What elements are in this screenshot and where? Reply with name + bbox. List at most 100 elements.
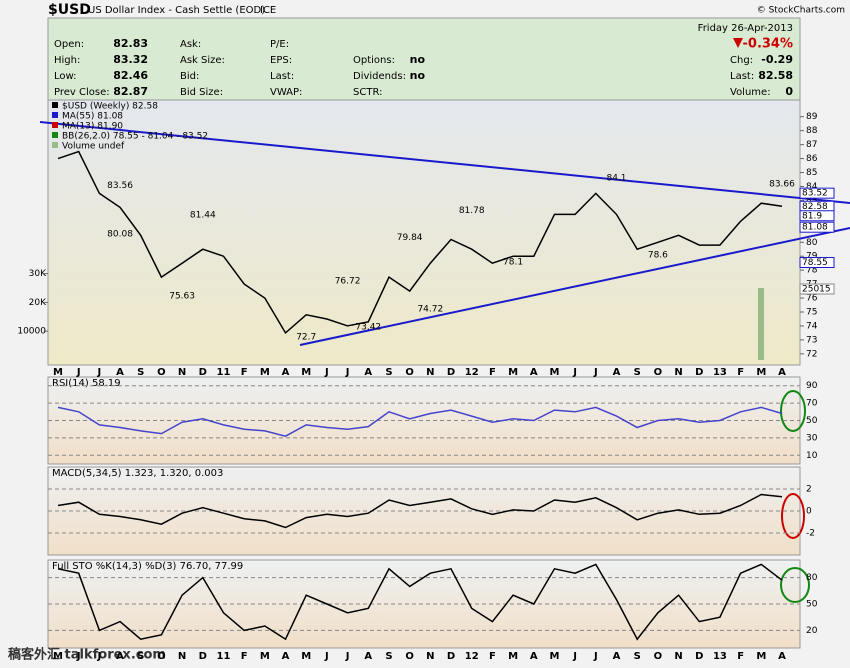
rsi-line [57, 406, 783, 438]
y-tick-label: 73 [806, 335, 817, 345]
x-tick-label: M [549, 651, 559, 662]
x-tick-label: A [778, 367, 786, 378]
x-tick-label: M [756, 367, 766, 378]
macd-title: MACD(5,34,5) 1.323, 1.320, 0.003 [52, 468, 223, 479]
y-tick-label: 50 [806, 416, 818, 426]
annotation: 80.08 [107, 230, 133, 240]
y-tick-label: 85 [806, 168, 817, 178]
price-label-box [799, 187, 835, 199]
x-tick-label: O [654, 367, 663, 378]
x-tick-label: M [508, 651, 518, 662]
volume-tick-label: 30K [29, 269, 47, 279]
x-tick-label: N [178, 651, 186, 662]
x-tick-label: O [157, 651, 166, 662]
field-label: Ask: [180, 39, 201, 50]
x-tick-label: N [426, 367, 434, 378]
price-label: 82.58 [802, 202, 828, 212]
x-tick-label: 13 [713, 651, 727, 662]
x-tick-label: A [116, 367, 124, 378]
y-tick-label: 89 [806, 112, 818, 122]
x-tick-label: D [199, 367, 207, 378]
x-tick-label: S [634, 651, 641, 662]
date: Friday 26-Apr-2013 [698, 23, 793, 34]
x-tick-label: M [301, 367, 311, 378]
field-value: no [410, 69, 426, 82]
x-tick-label: A [364, 367, 372, 378]
legend-entry: $USD (Weekly) 82.58 [62, 102, 158, 112]
x-tick-label: F [241, 651, 248, 662]
x-tick-label: F [737, 651, 744, 662]
x-tick-label: M [549, 367, 559, 378]
legend-swatch [52, 102, 58, 108]
x-tick-label: 12 [465, 651, 479, 662]
price-panel [47, 99, 801, 366]
x-tick-label: M [301, 651, 311, 662]
y-tick-label: 70 [806, 399, 818, 409]
annotation: 75.63 [169, 292, 195, 302]
trend-line [39, 121, 850, 204]
x-tick-label: S [137, 367, 144, 378]
legend-entry: Volume undef [62, 142, 125, 152]
annotation: 81.44 [190, 211, 216, 221]
annotation: 78.1 [503, 257, 523, 267]
x-tick-label: D [447, 651, 455, 662]
y-tick-label: 84 [806, 182, 818, 192]
y-tick-label: 50 [806, 600, 818, 610]
legend-swatch [52, 142, 58, 148]
field-label: Options: [353, 55, 395, 66]
annotation: 76.72 [335, 277, 361, 287]
footer: 稿客外汇 talkforex.com [8, 647, 166, 663]
x-tick-label: D [199, 651, 207, 662]
x-tick-label: 11 [217, 651, 231, 662]
x-tick-label: N [674, 651, 682, 662]
y-tick-label: 86 [806, 154, 818, 164]
trend-line [299, 227, 850, 346]
x-tick-label: A [530, 367, 538, 378]
y-tick-label: 20 [806, 626, 818, 636]
price-label-box [799, 221, 835, 233]
legend-swatch [52, 132, 58, 138]
x-tick-label: O [405, 651, 414, 662]
field-value: -0.29 [761, 53, 793, 66]
macd-line [57, 493, 783, 529]
x-tick-label: 11 [217, 367, 231, 378]
field-label: EPS: [270, 55, 292, 66]
field-label: Last: [270, 71, 294, 82]
field-label: Open: [54, 39, 84, 50]
y-tick-label: 75 [806, 308, 817, 318]
volume-tick-label: 20K [29, 298, 47, 308]
x-tick-label: M [53, 651, 63, 662]
field-value: 82.87 [113, 85, 148, 98]
highlight [780, 567, 810, 603]
volume-bar [758, 288, 764, 360]
y-tick-label: 80 [806, 573, 818, 583]
volume-tick-label: 10000 [17, 327, 46, 337]
field-value: 83.32 [113, 53, 148, 66]
x-tick-label: F [241, 367, 248, 378]
x-tick-label: D [695, 367, 703, 378]
x-tick-label: J [324, 651, 329, 662]
x-tick-label: S [634, 367, 641, 378]
volume-label-box [799, 283, 835, 295]
x-tick-label: A [613, 367, 621, 378]
watermark: © StockCharts.com [757, 6, 845, 16]
field-value: 0 [785, 85, 793, 98]
field-label: Low: [54, 71, 77, 82]
y-tick-label: 0 [806, 507, 812, 517]
x-tick-label: O [405, 367, 414, 378]
x-tick-label: J [97, 651, 102, 662]
change-pct: -0.34% [743, 37, 794, 52]
legend-entry: MA(13) 81.90 [62, 122, 123, 132]
x-tick-label: F [489, 651, 496, 662]
field-label: VWAP: [270, 87, 302, 98]
rsi-title: RSI(14) 58.19 [52, 378, 121, 389]
y-tick-label: 76 [806, 294, 818, 304]
x-tick-label: A [282, 367, 290, 378]
y-tick-label: 80 [806, 238, 818, 248]
x-tick-label: J [593, 651, 598, 662]
field-label: Last: [730, 71, 754, 82]
price-label-box [799, 210, 835, 222]
x-tick-label: O [157, 367, 166, 378]
legend-entry: MA(55) 81.08 [62, 112, 123, 122]
field-label: SCTR: [353, 87, 382, 98]
